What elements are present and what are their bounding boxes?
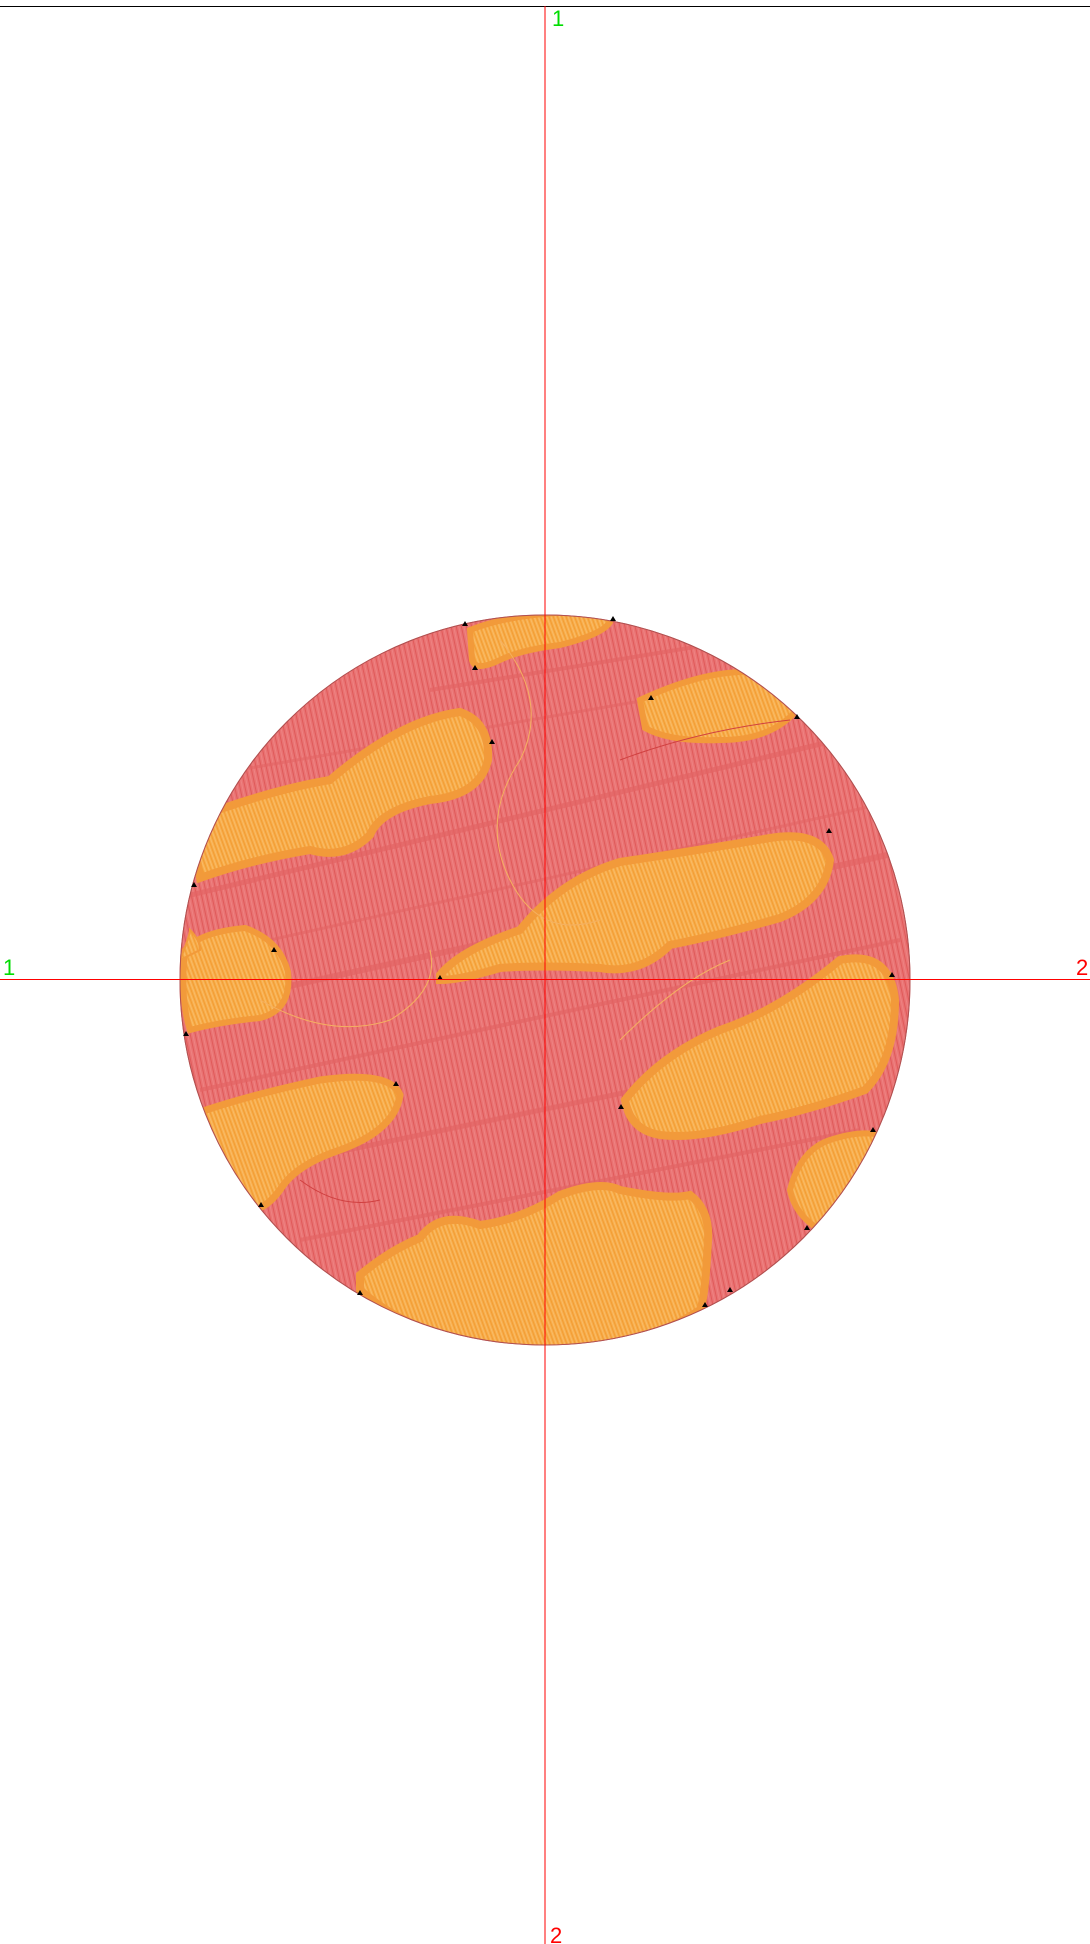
triangle-icon bbox=[489, 739, 495, 744]
triangle-icon bbox=[648, 695, 654, 700]
triangle-icon bbox=[258, 1202, 264, 1207]
triangle-icon bbox=[794, 714, 800, 719]
triangle-icon bbox=[618, 1104, 624, 1109]
triangle-icon bbox=[462, 621, 468, 626]
axis-label-right: 2 bbox=[1076, 955, 1088, 980]
triangle-icon bbox=[191, 882, 197, 887]
patch-group bbox=[180, 615, 900, 1345]
patch-10 bbox=[180, 927, 202, 963]
triangle-icon bbox=[472, 665, 478, 670]
embroidery-design[interactable] bbox=[170, 612, 911, 1350]
triangle-icon bbox=[702, 1302, 708, 1307]
patch-3 bbox=[185, 707, 493, 884]
triangle-icon bbox=[826, 828, 832, 833]
triangle-icon bbox=[183, 1031, 189, 1036]
axis-label-bottom: 2 bbox=[550, 1923, 562, 1944]
patch-4 bbox=[436, 832, 835, 985]
jump-threads bbox=[259, 639, 791, 1203]
patch-9 bbox=[356, 1182, 713, 1345]
triangle-icon bbox=[393, 1081, 399, 1086]
triangle-icon bbox=[889, 972, 895, 977]
patch-1 bbox=[466, 615, 615, 669]
axis-label-left: 1 bbox=[3, 955, 15, 980]
triangle-icon bbox=[437, 975, 443, 980]
axis-label-top: 1 bbox=[552, 6, 564, 31]
patch-6 bbox=[620, 954, 900, 1140]
triangle-icon bbox=[271, 947, 277, 952]
triangle-icon bbox=[357, 1290, 363, 1295]
triangle-icon bbox=[870, 1127, 876, 1132]
triangle-icon bbox=[727, 1287, 733, 1292]
triangle-icon bbox=[804, 1225, 810, 1230]
triangle-icon bbox=[610, 616, 616, 621]
stitch-markers bbox=[183, 616, 895, 1307]
